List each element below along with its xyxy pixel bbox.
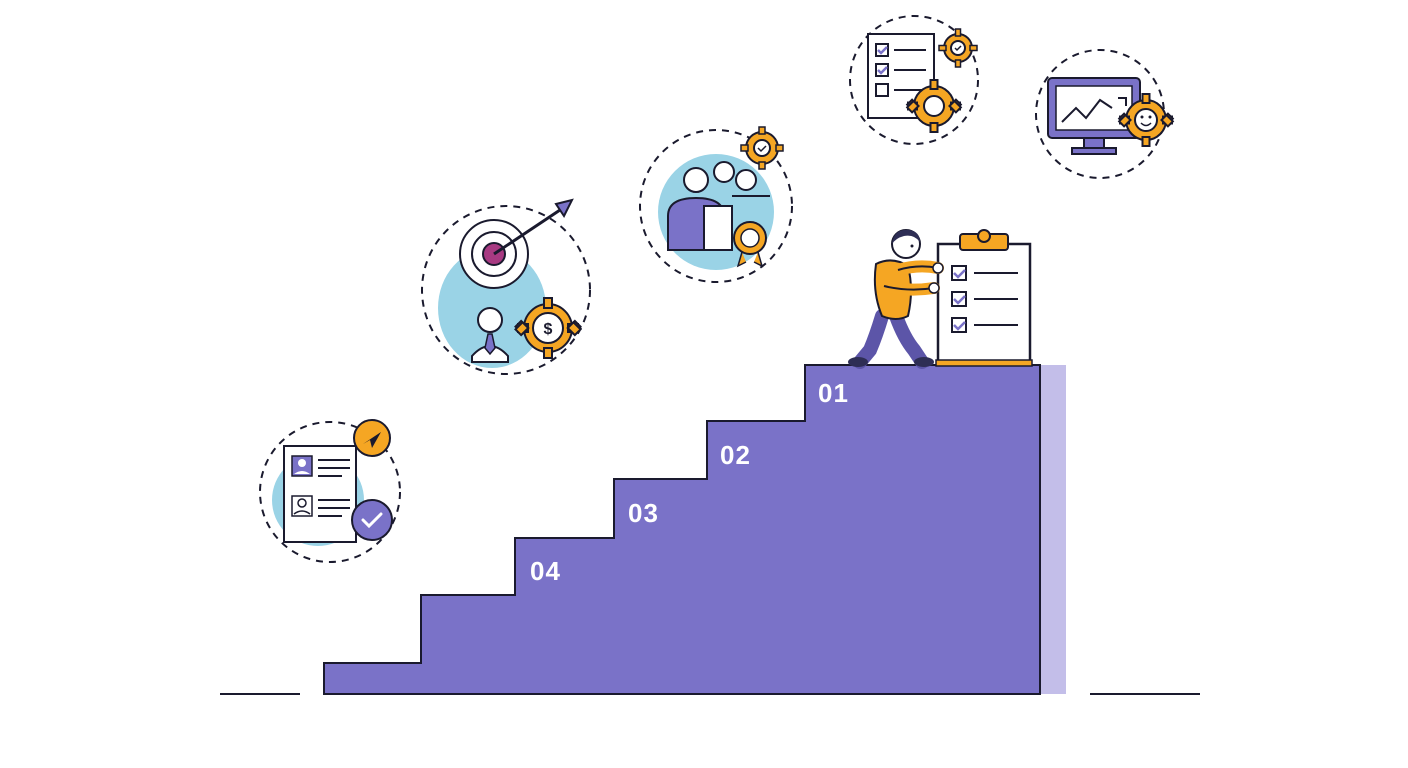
checklist-gears-icon — [850, 16, 978, 144]
step-label-02: 02 — [720, 440, 751, 471]
step-label-04: 04 — [530, 556, 561, 587]
monitor-analytics-icon — [1036, 50, 1173, 178]
infographic-staircase: $ — [0, 0, 1408, 768]
diagram-svg: $ — [0, 0, 1408, 768]
profile-check-icon — [260, 420, 400, 562]
step-label-01: 01 — [818, 378, 849, 409]
svg-text:$: $ — [544, 321, 553, 338]
person-pushing-clipboard — [848, 230, 1032, 367]
step-label-03: 03 — [628, 498, 659, 529]
stair-shadow — [1040, 365, 1066, 694]
staircase — [324, 365, 1040, 694]
team-award-icon — [640, 127, 792, 282]
target-money-icon: $ — [422, 200, 590, 374]
